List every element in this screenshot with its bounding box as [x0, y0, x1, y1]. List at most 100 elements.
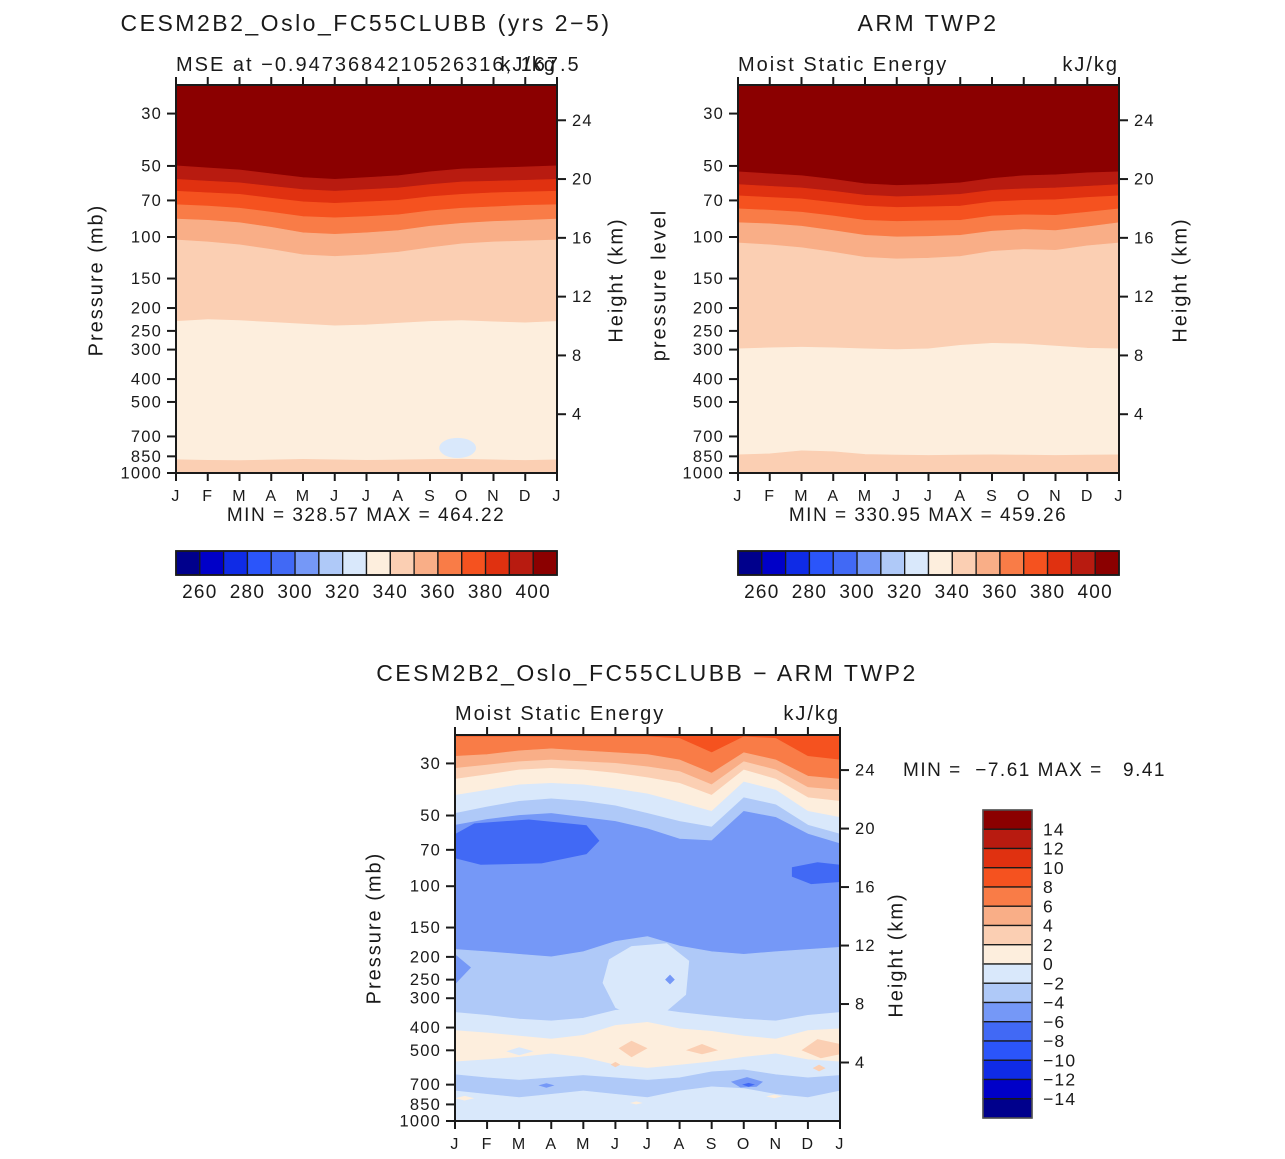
tick-label: 50	[141, 157, 162, 175]
tick-label: J	[450, 1136, 459, 1153]
tick-label: 10	[1043, 858, 1065, 878]
colorbar-horizontal: 260 280 300 320 340 360 380 400	[737, 550, 1120, 603]
panel3-minmax: MIN = −7.61 MAX = 9.41	[903, 760, 1166, 781]
contour-blob	[455, 819, 600, 865]
tick-label: 300	[277, 582, 312, 603]
panel2-subtitle-left: Moist Static Energy	[738, 54, 949, 76]
tick-label: 250	[693, 322, 724, 340]
tick-label: −4	[1043, 993, 1065, 1013]
tick-label: 70	[141, 192, 162, 210]
tick-label: 50	[420, 807, 441, 825]
tick-label: 400	[693, 371, 724, 389]
tick-label: 500	[131, 393, 162, 411]
tick-label: D	[519, 488, 532, 505]
tick-label: 200	[410, 948, 441, 966]
tick-label: 30	[703, 105, 724, 123]
tick-label: 850	[131, 448, 162, 466]
contour-band	[738, 242, 1119, 350]
tick-label: 70	[420, 841, 441, 859]
tick-label: 300	[693, 341, 724, 359]
tick-label: 4	[572, 406, 582, 424]
axis-ticks	[167, 77, 566, 481]
tick-label: A	[954, 488, 966, 505]
panel3-subtitle-right: kJ/kg	[783, 703, 840, 725]
tick-label: 100	[693, 228, 724, 246]
tick-label: O	[737, 1136, 751, 1153]
tick-label: 700	[131, 428, 162, 446]
panel3-title: CESM2B2_Oslo_FC55CLUBB − ARM TWP2	[376, 660, 918, 686]
tick-label: 150	[131, 270, 162, 288]
tick-label: N	[769, 1136, 782, 1153]
tick-label: A	[545, 1136, 557, 1153]
contour-band	[738, 85, 1119, 186]
tick-label: 380	[468, 582, 503, 603]
tick-label: 260	[744, 582, 779, 603]
tick-label: 8	[1134, 347, 1144, 365]
contour-field-0	[176, 85, 557, 473]
contour-band	[738, 342, 1119, 456]
tick-label: 70	[703, 192, 724, 210]
tick-label: 300	[410, 990, 441, 1008]
axis-ticks	[729, 77, 1128, 481]
panel3-pressure-axis-label: Pressure (mb)	[363, 851, 386, 1005]
panel1-pressure-axis-label: Pressure (mb)	[85, 203, 108, 357]
contour-band	[455, 1086, 840, 1121]
tick-label: 4	[1134, 406, 1144, 424]
panel1-title: CESM2B2_Oslo_FC55CLUBB (yrs 2−5)	[120, 10, 612, 36]
tick-label: 12	[572, 288, 593, 306]
tick-label: 12	[1134, 288, 1155, 306]
contour-field-1	[738, 85, 1119, 473]
tick-label: M	[576, 1136, 591, 1153]
tick-label: 8	[1043, 877, 1054, 897]
tick-label: 1000	[682, 465, 724, 483]
contour-blob	[730, 1077, 763, 1088]
tick-label: 6	[1043, 896, 1054, 916]
tick-label: 250	[410, 971, 441, 989]
tick-label: O	[455, 488, 469, 505]
tick-label: A	[674, 1136, 686, 1153]
tick-label: 20	[855, 820, 876, 838]
tick-label: 320	[887, 582, 922, 603]
tick-label: S	[706, 1136, 718, 1153]
tick-label: 8	[572, 347, 582, 365]
tick-label: M	[512, 1136, 527, 1153]
tick-label: 300	[839, 582, 874, 603]
panel3-subtitle-left: Moist Static Energy	[455, 703, 666, 725]
contour-band	[738, 450, 1119, 473]
tick-label: 260	[182, 582, 217, 603]
tick-label: 200	[131, 300, 162, 318]
tick-label: J	[552, 488, 561, 505]
contour-blob	[665, 974, 675, 985]
tick-label: 700	[410, 1076, 441, 1094]
tick-label: J	[611, 1136, 620, 1153]
panel2-pressure-axis-label: pressure level	[648, 208, 671, 362]
tick-label: −12	[1043, 1070, 1076, 1090]
tick-label: 100	[410, 878, 441, 896]
contour-blob	[801, 1039, 840, 1059]
tick-label: 360	[420, 582, 455, 603]
tick-label: M	[794, 488, 809, 505]
panel1-subtitle-left: MSE at −0.9473684210526316, 167.5	[176, 54, 581, 76]
tick-label: J	[733, 488, 742, 505]
tick-label: D	[802, 1136, 815, 1153]
tick-label: J	[1114, 488, 1123, 505]
panel1-height-axis-label: Height (km)	[605, 217, 628, 343]
tick-label: 24	[572, 112, 593, 130]
tick-label: J	[362, 488, 371, 505]
tick-label: 200	[693, 300, 724, 318]
tick-label: 8	[855, 996, 865, 1014]
tick-label: 250	[131, 322, 162, 340]
contour-blob	[610, 1061, 621, 1068]
tick-label: 20	[1134, 171, 1155, 189]
tick-label: M	[858, 488, 873, 505]
tick-label: 360	[982, 582, 1017, 603]
contour-band	[176, 458, 557, 473]
contour-band	[176, 319, 557, 461]
tick-label: −8	[1043, 1031, 1065, 1051]
tick-label: 16	[1134, 229, 1155, 247]
tick-label: 500	[693, 393, 724, 411]
tick-label: 340	[935, 582, 970, 603]
tick-label: 400	[516, 582, 551, 603]
